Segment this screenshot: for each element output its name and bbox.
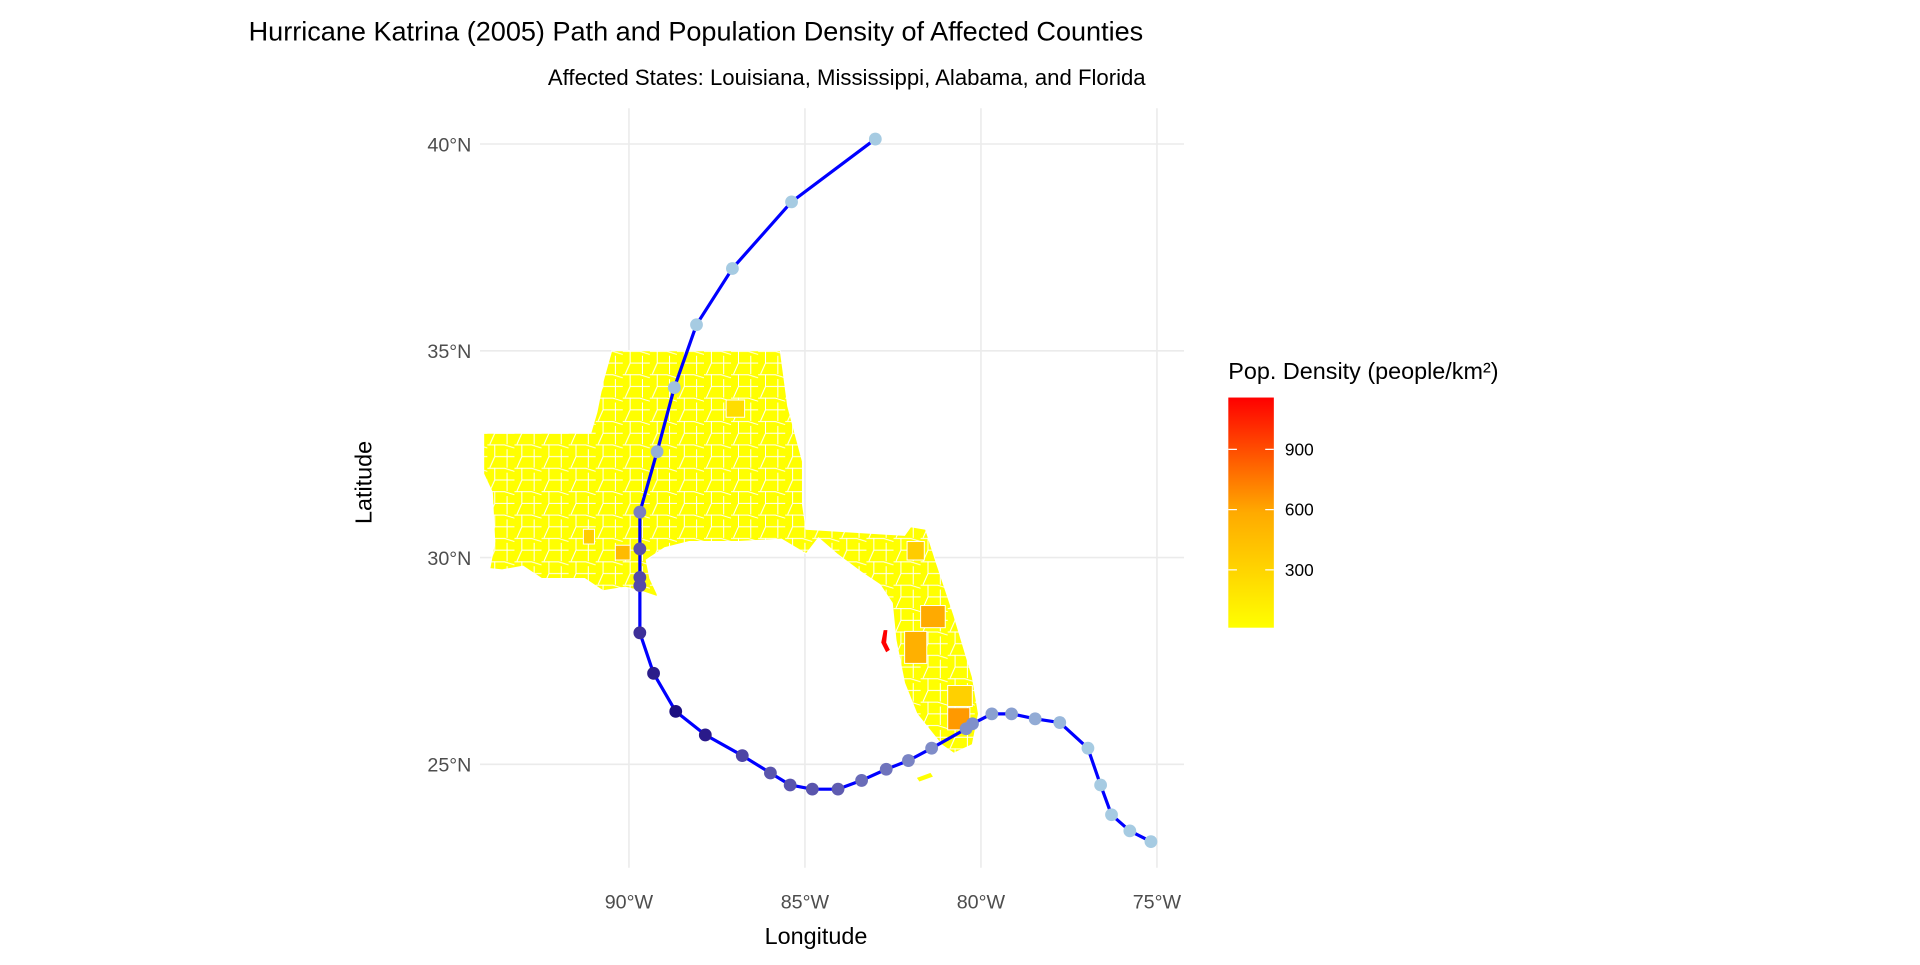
county-hillsborough [904, 630, 928, 664]
track-point [669, 704, 683, 718]
legend: Pop. Density (people/km²) 900 600 300 [1228, 358, 1499, 628]
legend-colorbar [1228, 397, 1274, 628]
x-tick-label: 90°W [605, 891, 654, 913]
track-point [925, 741, 939, 755]
chart-subtitle: Affected States: Louisiana, Mississippi,… [548, 65, 1146, 90]
y-tick-label: 30°N [427, 548, 471, 570]
track-point [868, 132, 882, 146]
track-point [633, 626, 647, 640]
florida-keys [916, 772, 933, 782]
track-point [633, 570, 647, 584]
legend-break-label: 900 [1285, 440, 1314, 460]
track-point [805, 782, 819, 796]
track-point [879, 762, 893, 776]
legend-title: Pop. Density (people/km²) [1228, 358, 1498, 384]
track-point [1028, 712, 1042, 726]
x-tick-label: 85°W [781, 891, 830, 913]
county-east-baton-rouge [582, 528, 595, 545]
track-point [633, 505, 647, 519]
legend-break-label: 600 [1285, 500, 1314, 520]
y-axis-ticks: 40°N 35°N 30°N 25°N [427, 134, 471, 776]
track-point [902, 754, 915, 767]
track-point [783, 778, 797, 792]
track-point [764, 766, 777, 780]
track-point [785, 195, 798, 209]
x-axis-title: Longitude [765, 923, 868, 949]
track-point [1144, 835, 1158, 849]
county-jefferson-la [614, 544, 631, 561]
track-point [647, 666, 660, 680]
track-point [633, 542, 647, 556]
track-point [667, 381, 681, 394]
track-point [831, 782, 845, 796]
track-point [1053, 716, 1067, 729]
track-point [985, 707, 999, 721]
chart-title: Hurricane Katrina (2005) Path and Popula… [249, 16, 1144, 47]
track-point [698, 728, 712, 742]
x-tick-label: 80°W [957, 891, 1006, 913]
y-tick-label: 25°N [427, 755, 471, 777]
track-point [1105, 808, 1118, 822]
y-tick-label: 40°N [427, 134, 471, 156]
track-point [1123, 824, 1137, 838]
x-axis-ticks: 90°W 85°W 80°W 75°W [605, 891, 1182, 913]
county-broward [947, 685, 973, 707]
track-point [1094, 778, 1108, 792]
county-jefferson-al [725, 399, 746, 418]
state-polygons [483, 350, 979, 782]
track-point [690, 318, 703, 332]
affected-states-region [483, 350, 979, 754]
county-orlando [920, 605, 946, 629]
x-tick-label: 75°W [1133, 891, 1182, 913]
track-point [855, 774, 868, 787]
track-point [650, 445, 664, 459]
y-axis-title: Latitude [351, 441, 377, 524]
track-line [638, 137, 1152, 844]
track-point [726, 262, 739, 275]
track-point [1005, 707, 1018, 721]
county-duval [906, 541, 925, 561]
legend-break-label: 300 [1285, 560, 1314, 580]
hurricane-track [633, 132, 1158, 849]
y-tick-label: 35°N [427, 341, 471, 363]
track-point [735, 749, 749, 763]
county-pinellas [881, 630, 890, 653]
track-point [1081, 741, 1095, 755]
track-point [959, 722, 973, 736]
